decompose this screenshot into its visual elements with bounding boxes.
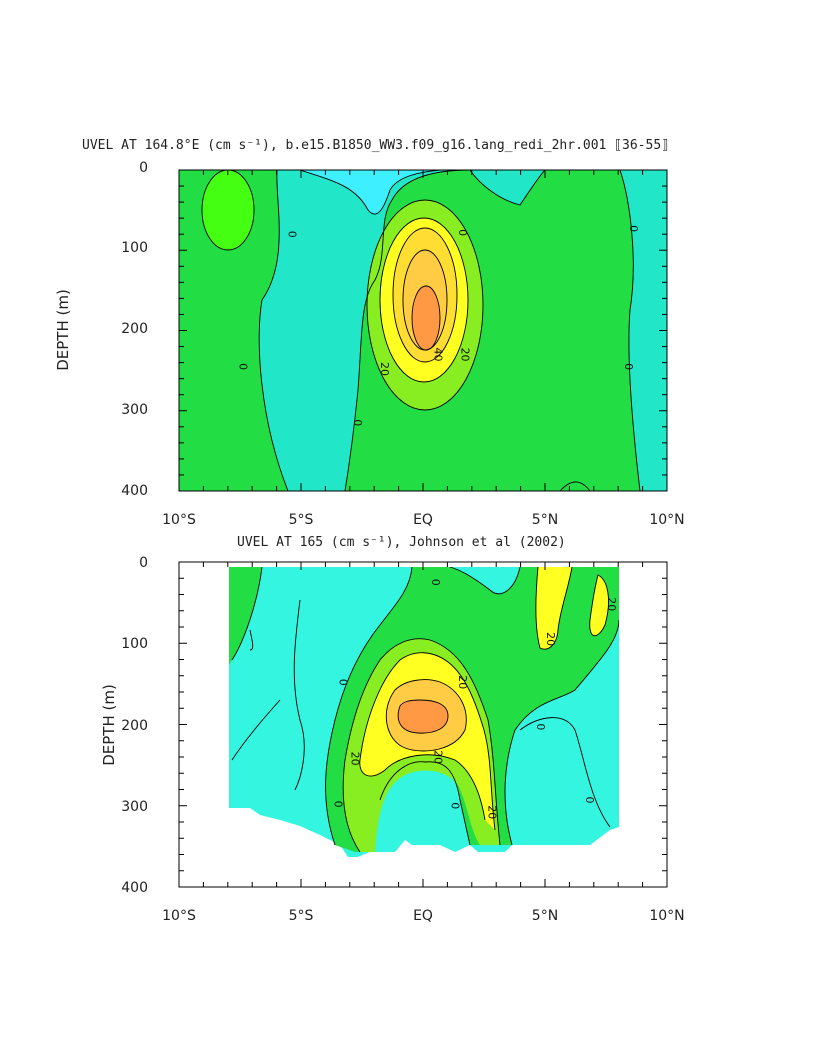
bottom-region-green-west	[229, 567, 262, 665]
bottom-panel: UVEL AT 165 (cm s⁻¹), Johnson et al (200…	[100, 535, 685, 924]
top-y-axis: 0 100 200 300 400 DEPTH (m)	[54, 160, 148, 499]
top-y-tick-400: 400	[121, 483, 148, 499]
top-x-axis: 10°S 5°S EQ 5°N 10°N	[162, 512, 685, 528]
bottom-y-axis: 0 100 200 300 400 DEPTH (m)	[100, 555, 148, 896]
top-contour-label: 0	[236, 363, 249, 370]
bottom-region-teal-east	[515, 717, 610, 845]
bottom-y-tick-300: 300	[121, 799, 148, 815]
top-axis-ticks	[178, 169, 668, 492]
top-y-tick-100: 100	[121, 240, 148, 256]
top-y-axis-label: DEPTH (m)	[54, 289, 72, 371]
bottom-contour-label: 20	[605, 597, 618, 611]
top-contour-labels: 0 0 0 0 0 0 20 40 20	[236, 225, 639, 426]
top-x-tick-5s: 5°S	[289, 512, 314, 528]
top-contour-fill	[179, 170, 667, 491]
top-region-teal-west	[259, 170, 470, 491]
bottom-region-orange	[398, 700, 448, 734]
top-region-teal-east	[620, 170, 667, 491]
top-x-tick-10s: 10°S	[162, 512, 196, 528]
bottom-contour-label: 20	[456, 675, 469, 689]
bottom-contour-label: 20	[432, 750, 445, 764]
bottom-y-axis-label: DEPTH (m)	[100, 684, 118, 766]
bottom-contour-label: 0	[583, 797, 596, 804]
top-contour-label: 0	[627, 225, 640, 232]
top-contour-label: 0	[351, 419, 364, 426]
top-contour-label: 0	[285, 231, 298, 238]
bottom-contour-label: 0	[336, 679, 349, 686]
bottom-x-tick-5n: 5°N	[532, 908, 558, 924]
top-y-tick-200: 200	[121, 321, 148, 337]
top-x-tick-5n: 5°N	[532, 512, 558, 528]
bottom-region-yellow-ne	[535, 567, 572, 650]
bottom-y-tick-100: 100	[121, 636, 148, 652]
top-y-tick-300: 300	[121, 402, 148, 418]
top-region-green-bright	[202, 170, 254, 250]
top-x-tick-10n: 10°N	[649, 512, 684, 528]
top-contour-label: 0	[622, 363, 635, 370]
bottom-x-tick-10s: 10°S	[162, 908, 196, 924]
bottom-x-tick-10n: 10°N	[649, 908, 684, 924]
bottom-contour-label: 20	[349, 752, 362, 766]
bottom-contour-label: 0	[449, 802, 462, 809]
bottom-x-tick-5s: 5°S	[289, 908, 314, 924]
bottom-region-yellow-ne2	[589, 575, 609, 636]
bottom-x-axis: 10°S 5°S EQ 5°N 10°N	[162, 908, 685, 924]
bottom-axis-ticks	[178, 561, 668, 888]
bottom-panel-title: UVEL AT 165 (cm s⁻¹), Johnson et al (200…	[237, 535, 566, 550]
bottom-contour-label: 0	[429, 579, 442, 586]
bottom-y-tick-0: 0	[139, 555, 148, 571]
top-contour-label: 20	[378, 362, 391, 376]
bottom-contour-label: 20	[544, 632, 557, 646]
bottom-contour-label: 0	[534, 723, 547, 730]
top-panel: UVEL AT 164.8°E (cm s⁻¹), b.e15.B1850_WW…	[54, 138, 685, 528]
top-contour-label: 0	[456, 229, 469, 236]
bottom-contour-label: 0	[332, 801, 345, 808]
bottom-contour-labels: 0 0 20 20 20 0 0 20 20 20 0 0	[332, 579, 618, 819]
top-ring-50	[412, 286, 440, 350]
top-contour-label: 20	[458, 348, 471, 362]
bottom-x-tick-eq: EQ	[413, 908, 433, 924]
bottom-y-tick-200: 200	[121, 718, 148, 734]
bottom-contour-fill	[229, 567, 619, 857]
top-region-teal-north	[470, 170, 545, 205]
bottom-contour-label: 20	[485, 805, 498, 819]
top-region-cyan-pocket	[300, 170, 440, 215]
top-x-tick-eq: EQ	[413, 512, 433, 528]
top-panel-title: UVEL AT 164.8°E (cm s⁻¹), b.e15.B1850_WW…	[82, 138, 669, 153]
bottom-y-tick-400: 400	[121, 880, 148, 896]
top-contour-label: 40	[432, 348, 445, 362]
top-y-tick-0: 0	[139, 160, 148, 176]
